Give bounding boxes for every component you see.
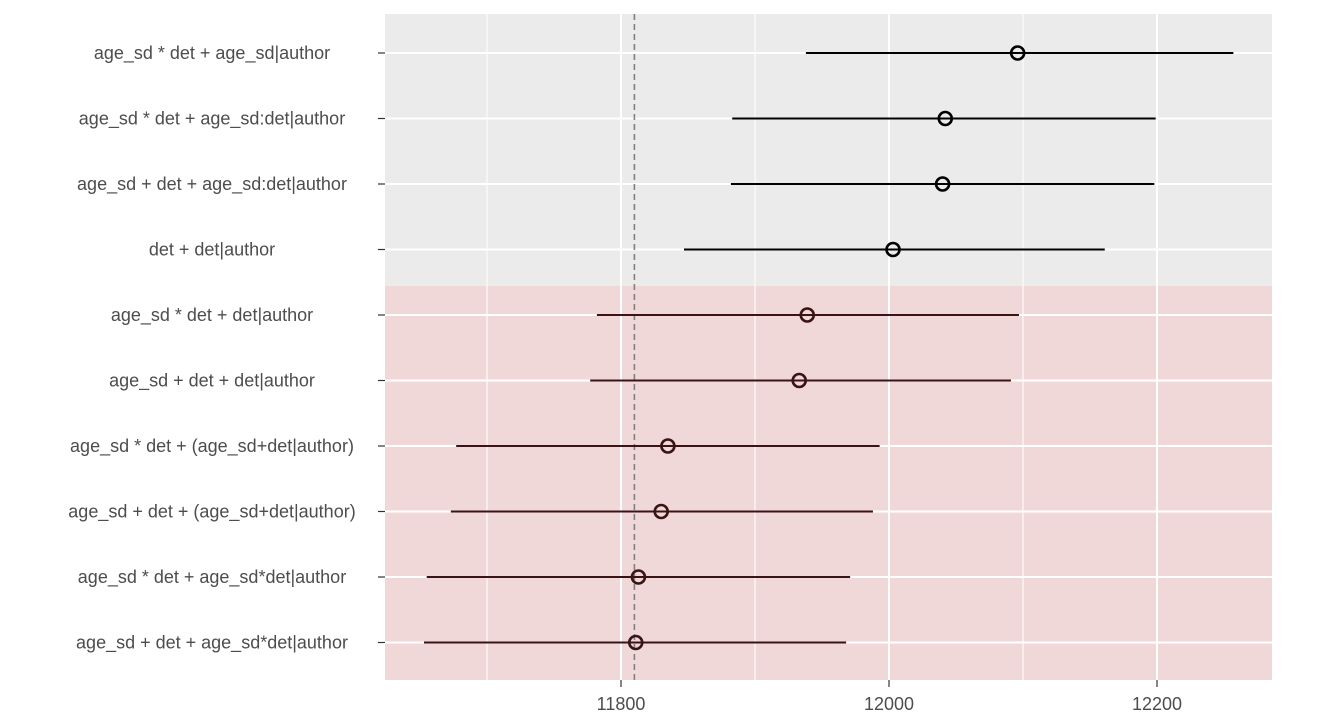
estimate-point [791,372,808,389]
plot-panel [385,14,1272,680]
y-tick-label: age_sd * det + age_sd*det|author [78,567,346,588]
estimate-point [660,438,676,454]
y-tick-label: age_sd + det + age_sd*det|author [76,633,348,654]
y-tick-label: age_sd * det + (age_sd+det|author) [70,436,354,457]
estimate-point [630,569,647,585]
band-upper [385,14,1272,286]
y-tick-label: age_sd * det + age_sd|author [94,43,330,64]
y-tick-label: age_sd + det + age_sd:det|author [77,174,347,195]
y-tick-label: age_sd + det + (age_sd+det|author) [68,502,355,523]
interval-lines [424,52,1234,644]
x-axis: 11800 12000 12200 [597,680,1182,714]
estimate-point [799,307,816,323]
y-tick-label: det + det|author [149,240,275,260]
estimate-point [653,503,670,520]
estimate-point [934,176,951,192]
estimate-points [627,45,1026,651]
y-tick-label: age_sd * det + age_sd:det|author [79,109,345,130]
y-tick-label: age_sd + det + det|author [109,371,315,392]
y-axis: age_sd * det + age_sd|author age_sd * det… [68,43,385,654]
estimate-point [937,110,954,127]
x-tick-label: 12000 [864,694,914,714]
x-tick-label: 11800 [597,694,646,714]
estimate-point [885,241,901,258]
estimate-point [627,634,644,651]
estimate-point [1009,45,1026,61]
band-lower [385,286,1272,680]
y-tick-label: age_sd * det + det|author [111,305,313,326]
x-tick-label: 12200 [1132,694,1182,714]
